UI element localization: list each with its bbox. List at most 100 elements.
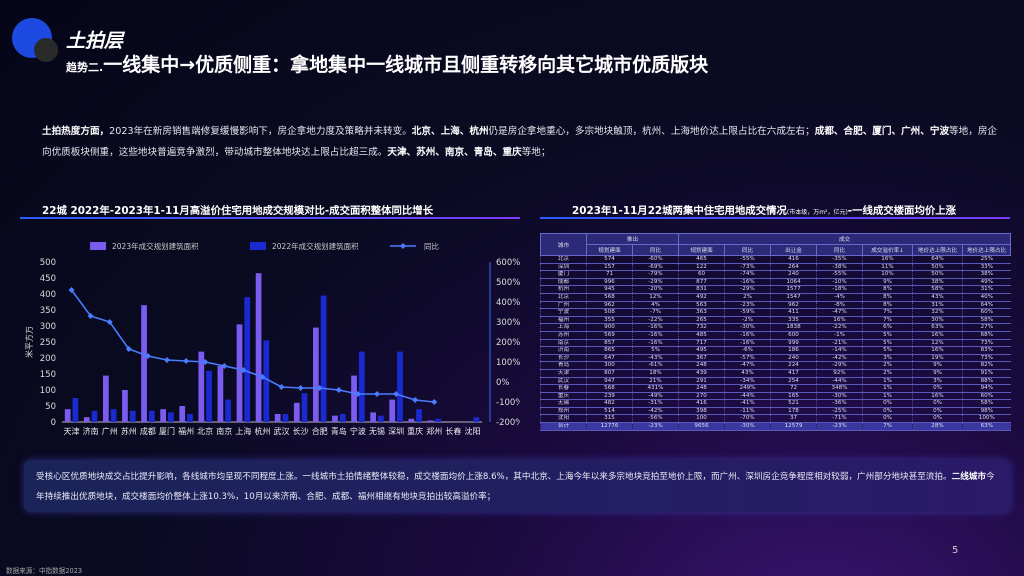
table-cell: 10% [862,270,913,279]
sub-header: 出让金 [770,244,818,256]
table-cell: 16% [816,316,863,325]
yoy-point [221,363,228,369]
table-cell: 43% [724,369,771,378]
yoy-point [412,397,419,403]
table-cell: 82% [962,361,1011,370]
x-tick-label: 合肥 [312,426,328,436]
table-cell: -79% [631,270,679,279]
table-cell: -14% [816,346,863,355]
table-cell: 416 [770,255,817,264]
table-cell: 2% [862,361,913,370]
table-cell: -31% [631,399,679,408]
table-cell: 574 [586,255,633,264]
table-cell: 348% [816,384,863,393]
table-cell: -11% [724,407,771,416]
table-cell: 9% [862,278,913,287]
y-tick-label: 100 [40,386,56,396]
table-row: 长沙 647 -43% 367 -57% 240 -42% 3% 19% 73% [540,354,1011,363]
y-tick-label: 50 [45,402,56,412]
y-tick-label: 500 [40,258,56,268]
table-cell: 0% [862,399,913,408]
table-cell: 深圳 [540,263,587,272]
intro-segment: 等地； [521,147,551,158]
table-cell: 16% [912,331,963,340]
table-cell: 807 [586,369,633,378]
table-cell: 19% [912,354,963,363]
yoy-point [125,346,132,352]
summary-segment: 今年持续推出优质地块，成交楼面均价整体上涨10.3%，10月以来济南、合肥、成都… [36,472,995,502]
table-row: 沈阳 315 -56% 100 -70% 37 -71% 0% 0% 100% [540,414,1011,424]
table-row: 杭州 945 -20% 831 -29% 1577 -18% 8% 58% 31% [540,285,1011,294]
table-cell: 无锡 [540,399,587,408]
table-cell: -22% [816,323,863,332]
y-tick-label: 150 [40,370,56,380]
summary-segment: 二线城市 [951,472,986,482]
table-cell: -16% [631,323,679,332]
table-row: 济南 865 5% 495 -6% 186 -14% 5% 16% 83% [540,346,1011,355]
y2-tick-label: 300% [496,318,520,328]
table-cell: 3% [862,354,913,363]
x-tick-label: 福州 [178,427,194,436]
table-cell: 60 [678,270,725,279]
yoy-point [297,385,304,391]
table-cell: 33% [962,263,1011,272]
bar-2023 [427,420,434,422]
table-cell: 291 [678,377,725,386]
table-cell: 1064 [770,278,817,287]
table-cell: 1% [862,392,913,401]
table-cell: 苏州 [540,331,587,340]
table-cell: -60% [631,255,679,264]
table-cell: 0% [912,407,963,416]
y-tick-label: 350 [40,306,56,316]
table-row: 青岛 300 -61% 248 -47% 224 -29% 2% 9% 82% [540,361,1011,370]
table-cell: 重庆 [540,392,587,401]
table-cell: 0% [862,407,913,416]
table-cell: -34% [724,377,771,386]
table-cell: 37 [770,414,817,424]
yoy-point [68,287,75,293]
bar-2023 [122,390,128,422]
table-cell: -57% [724,354,771,363]
table-cell: 569 [586,331,633,340]
table-cell: -47% [816,308,863,317]
bar-2023 [179,406,186,422]
table-cell: 335 [770,316,817,325]
bar-2023 [351,375,357,422]
table-cell: -30% [724,323,771,332]
table-cell: 25% [962,255,1011,264]
table-cell: 398 [678,407,725,416]
table-cell: -70% [724,414,771,424]
bar-2022 [91,410,98,422]
summary-box: 受核心区优质地块成交占比提升影响，各线城市均呈现不同程度上涨。一线城市土拍情绪整… [24,460,1010,512]
table-cell: 58% [962,399,1011,408]
table-cell: 485 [678,331,725,340]
table-cell: 30% [912,316,963,325]
table-cell: 962 [586,301,633,310]
table-row: 北京 574 -60% 465 -55% 416 -35% 16% 64% 25% [540,255,1011,264]
table-row: 郑州 514 -42% 398 -11% 178 -25% 0% 0% 98% [540,407,1011,416]
legend-label: 2022年成交规划建筑面积 [272,241,359,251]
table-cell: 9% [912,361,963,370]
table-cell: -43% [631,354,679,363]
table-cell: 100% [962,414,1011,424]
table-cell: -16% [631,339,679,348]
table-cell: 865 [586,346,633,355]
table-cell: 2% [724,293,771,302]
y2-tick-label: 0% [496,378,510,388]
x-tick-label: 重庆 [407,426,423,436]
table-cell: 900 [586,323,633,332]
x-tick-label: 长沙 [293,426,309,436]
table-row: 成都 996 -29% 877 -16% 1064 -10% 9% 38% 49% [540,278,1011,287]
table-cell: -2% [724,316,771,325]
intro-segment: 仍是房企拿地重心，多宗地块触顶，杭州、上海地价达上限占比在六成左右； [488,126,815,137]
bar-2022 [339,414,346,422]
x-tick-label: 苏州 [121,426,137,436]
headline: 趋势二.一线集中→优质侧重：拿地集中一线城市且侧重转移向其它城市优质版块 [66,50,708,77]
table-cell: -55% [724,255,771,264]
brand-title: 土拍层 [66,30,124,52]
sub-header: 规划建面 [586,244,633,256]
table-cell: 482 [586,399,633,408]
table-cell: 4% [631,301,679,310]
table-cell: 6% [862,323,913,332]
bar-2022 [473,417,480,422]
